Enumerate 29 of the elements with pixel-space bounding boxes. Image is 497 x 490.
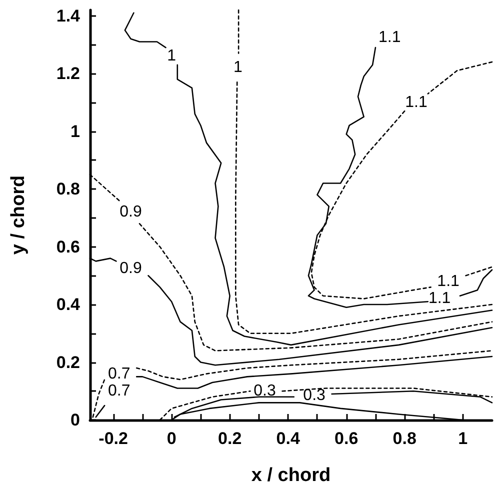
series-label: 1.1 bbox=[428, 290, 451, 308]
annotation: 1.1 bbox=[378, 29, 401, 46]
y-tick-label: 0.4 bbox=[56, 295, 81, 314]
y-tick-label: 0.8 bbox=[56, 180, 80, 199]
x-tick-label: 0 bbox=[166, 429, 176, 448]
series-label: 0.9 bbox=[120, 260, 142, 277]
text: 1.1 bbox=[437, 272, 460, 290]
x-tick-label: 0.6 bbox=[334, 429, 358, 448]
y-tick-label: 1 bbox=[70, 122, 80, 141]
y-tick-label: 0.2 bbox=[56, 352, 80, 372]
y-tick-label: 1.4 bbox=[56, 6, 81, 26]
series-label: 0.3 bbox=[303, 386, 326, 404]
y-tick-label: 0 bbox=[70, 410, 80, 430]
series-label: 0.7 bbox=[108, 365, 130, 382]
x-tick-label: 0.8 bbox=[392, 429, 416, 448]
x-tick-label: -0.2 bbox=[98, 429, 128, 448]
y-axis-title: y / chord bbox=[8, 175, 29, 255]
y-tick-label: 1.2 bbox=[56, 64, 80, 84]
y-tick-label: 0.6 bbox=[56, 237, 80, 256]
x-tick-label: 1 bbox=[458, 429, 468, 448]
series-label: 1 bbox=[234, 59, 243, 76]
x-axis-title: x / chord bbox=[251, 465, 331, 486]
series-label: 1 bbox=[167, 48, 176, 65]
x-tick-label: 0.2 bbox=[218, 429, 242, 448]
series-label: 0.3 bbox=[254, 382, 276, 400]
series-label: 0.9 bbox=[120, 204, 142, 221]
x-tick-label: 0.4 bbox=[276, 429, 300, 448]
series-label: 1.1 bbox=[405, 94, 428, 111]
series-label: 0.7 bbox=[108, 382, 130, 400]
